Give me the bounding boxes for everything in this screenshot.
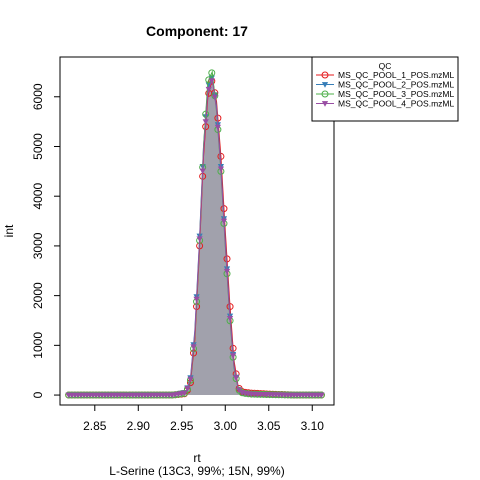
data-point [220,218,228,225]
data-point [321,90,329,98]
series-layer [65,69,325,399]
data-point [223,268,231,275]
data-point [190,344,197,351]
data-point [196,236,203,242]
legend: QC MS_QC_POOL_1_POS.mzMLMS_QC_POOL_2_POS… [311,56,459,122]
data-point [226,315,234,322]
x-axis: 2.85 2.90 2.95 3.00 3.05 3.10 [83,404,325,433]
chart-title: Component: 17 [146,23,248,39]
peak-area [68,76,324,396]
y-axis-label: int [2,224,16,237]
data-point [208,78,215,84]
y-axis: 0 1000 2000 3000 4000 5000 6000 [31,83,61,398]
data-point [184,386,191,392]
legend-entry: MS_QC_POOL_1_POS.mzML [316,70,454,80]
peak-area [68,79,324,396]
legend-label: MS_QC_POOL_4_POS.mzML [338,99,454,109]
data-point [193,296,200,303]
data-point [321,101,329,107]
y-tick-label: 1000 [31,332,45,359]
peak-area [68,79,324,396]
x-axis-label: rt [193,451,201,465]
legend-entry: MS_QC_POOL_3_POS.mzML [316,89,454,99]
x-tick-label: 2.85 [83,419,107,433]
series-4 [65,78,325,399]
data-point [211,94,218,101]
data-point [217,166,225,173]
y-tick-label: 2000 [31,282,45,309]
data-point [321,71,329,79]
peak-fill-layer [68,71,324,396]
y-tick-label: 0 [31,391,45,398]
legend-title: QC [379,61,392,71]
legend-entry: MS_QC_POOL_4_POS.mzML [316,99,454,109]
x-tick-label: 3.05 [257,419,281,433]
data-point [208,69,216,77]
legend-entry: MS_QC_POOL_2_POS.mzML [316,80,454,90]
peak-area [68,71,324,396]
y-tick-label: 3000 [31,232,45,259]
data-point [187,376,194,383]
y-tick-label: 4000 [31,183,45,210]
chart-subtitle: L-Serine (13C3, 99%; 15N, 99%) [109,464,284,478]
data-point [205,86,212,93]
series-1 [65,77,325,399]
data-point [181,390,188,397]
y-tick-label: 5000 [31,133,45,160]
data-point [321,82,329,88]
legend-label: MS_QC_POOL_2_POS.mzML [338,80,454,90]
data-point [233,375,240,381]
data-point [229,353,237,359]
x-tick-label: 2.95 [170,419,194,433]
x-tick-label: 3.10 [301,419,325,433]
data-point [217,152,225,160]
data-point [318,392,325,399]
data-point [202,119,209,125]
legend-label: MS_QC_POOL_3_POS.mzML [338,89,454,99]
x-tick-label: 2.90 [127,419,151,433]
legend-label: MS_QC_POOL_1_POS.mzML [338,70,454,80]
x-tick-label: 3.00 [214,419,238,433]
legend-box [311,56,459,122]
data-point [214,124,221,131]
y-tick-label: 6000 [31,83,45,110]
data-point [199,168,206,175]
